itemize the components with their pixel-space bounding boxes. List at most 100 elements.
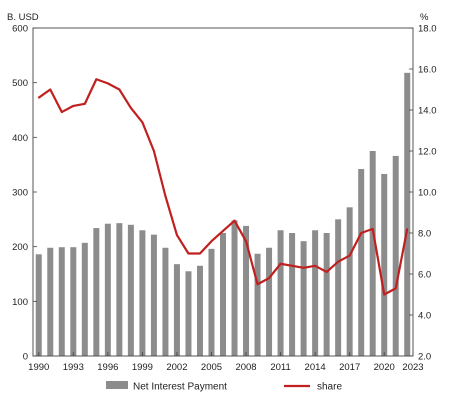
bar bbox=[127, 224, 134, 356]
legend-label-share: share bbox=[317, 382, 342, 393]
share-point bbox=[325, 271, 328, 273]
bar bbox=[381, 173, 388, 356]
share-point bbox=[118, 88, 121, 91]
share-point bbox=[37, 96, 40, 99]
x-axis-tick-label: 2023 bbox=[402, 362, 423, 373]
bar bbox=[277, 230, 284, 356]
right-axis-tick-label: 16.0 bbox=[418, 65, 437, 76]
x-axis-tick-label: 2005 bbox=[201, 362, 222, 373]
bar bbox=[139, 230, 146, 356]
bar bbox=[58, 247, 65, 356]
bar bbox=[369, 151, 376, 356]
share-point bbox=[268, 277, 270, 279]
right-axis-tick-label: 4.0 bbox=[418, 311, 431, 322]
bar bbox=[312, 230, 319, 356]
right-axis-tick-label: 6.0 bbox=[418, 270, 431, 281]
bar bbox=[289, 233, 296, 356]
share-point bbox=[130, 107, 132, 109]
bar bbox=[196, 265, 203, 356]
legend-swatch-net-interest bbox=[106, 381, 128, 389]
left-axis-tick-label: 0 bbox=[23, 352, 28, 363]
share-point bbox=[383, 293, 386, 296]
bar bbox=[173, 264, 180, 356]
right-axis-tick-label: 18.0 bbox=[418, 24, 437, 35]
share-point bbox=[107, 82, 109, 85]
x-axis-tick-label: 2020 bbox=[374, 362, 395, 373]
bar bbox=[358, 169, 365, 356]
bar bbox=[116, 223, 123, 356]
legend: Net Interest Payment share bbox=[106, 381, 342, 393]
bar bbox=[208, 248, 215, 356]
share-point bbox=[337, 260, 339, 263]
x-axis-tick-label: 1999 bbox=[132, 362, 153, 373]
bar bbox=[70, 247, 77, 356]
share-point bbox=[141, 121, 144, 124]
bar bbox=[81, 242, 88, 356]
left-axis-tick-label: 500 bbox=[12, 78, 28, 89]
share-point bbox=[233, 219, 236, 222]
share-point bbox=[394, 287, 397, 290]
share-point bbox=[279, 262, 282, 265]
x-axis-tick-label: 1993 bbox=[63, 362, 84, 373]
x-axis-tick-label: 2011 bbox=[270, 362, 290, 373]
bar bbox=[231, 220, 238, 356]
share-point bbox=[371, 228, 374, 230]
bar bbox=[335, 219, 342, 356]
share-point bbox=[348, 254, 351, 257]
share-point bbox=[406, 228, 409, 230]
x-axis-tick-label: 2008 bbox=[235, 362, 256, 373]
bar bbox=[162, 247, 169, 356]
share-point bbox=[72, 105, 75, 107]
bar bbox=[47, 247, 54, 356]
x-axis-tick-label: 2002 bbox=[166, 362, 187, 373]
right-axis-tick-label: 14.0 bbox=[418, 106, 437, 117]
x-axis-tick-label: 1996 bbox=[97, 362, 118, 373]
bar bbox=[392, 155, 399, 356]
share-point bbox=[256, 283, 259, 286]
share-point bbox=[176, 234, 178, 236]
left-axis-tick-label: 400 bbox=[12, 133, 28, 144]
x-axis-tick-label: 2014 bbox=[305, 362, 326, 373]
share-point bbox=[199, 252, 201, 255]
share-point bbox=[49, 88, 52, 91]
bar bbox=[220, 233, 226, 356]
right-axis-tick-label: 12.0 bbox=[418, 147, 437, 158]
left-axis-tick-label: 100 bbox=[12, 297, 28, 308]
share-point bbox=[95, 78, 98, 81]
bar bbox=[93, 228, 100, 356]
bar bbox=[254, 253, 261, 356]
bar bbox=[104, 223, 111, 356]
bar bbox=[266, 247, 273, 356]
share-point bbox=[60, 111, 63, 113]
share-point bbox=[187, 252, 190, 255]
bar bbox=[35, 254, 42, 356]
right-axis-tick-label: 8.0 bbox=[418, 229, 431, 240]
bar bbox=[300, 241, 307, 356]
left-axis-tick-label: 600 bbox=[12, 24, 28, 35]
share-point bbox=[164, 195, 167, 197]
share-point bbox=[210, 240, 213, 242]
left-axis-tick-label: 300 bbox=[12, 188, 28, 199]
share-point bbox=[291, 265, 293, 267]
bar bbox=[243, 225, 250, 356]
bar bbox=[323, 233, 330, 356]
bar bbox=[185, 271, 192, 356]
right-axis-tick-label: 10.0 bbox=[418, 188, 437, 199]
x-axis-tick-label: 2017 bbox=[339, 362, 360, 373]
left-axis-tick-label: 200 bbox=[12, 242, 28, 253]
share-point bbox=[222, 230, 224, 232]
share-point bbox=[245, 240, 247, 242]
left-axis-label: B. USD bbox=[7, 12, 39, 23]
share-point bbox=[84, 103, 86, 105]
x-axis-tick-label: 1990 bbox=[28, 362, 49, 373]
right-axis-label: % bbox=[420, 12, 429, 23]
share-point bbox=[314, 265, 316, 267]
bar bbox=[346, 207, 353, 356]
right-axis-tick-label: 2.0 bbox=[418, 352, 431, 363]
share-point bbox=[153, 150, 155, 152]
plot-area: 0 100 200 300 400 500 600 2.0 4.0 6.0 8.0 10.0 12.0 1… bbox=[12, 24, 436, 374]
share-point bbox=[360, 232, 362, 234]
bar bbox=[404, 72, 411, 356]
share-point bbox=[302, 267, 305, 269]
